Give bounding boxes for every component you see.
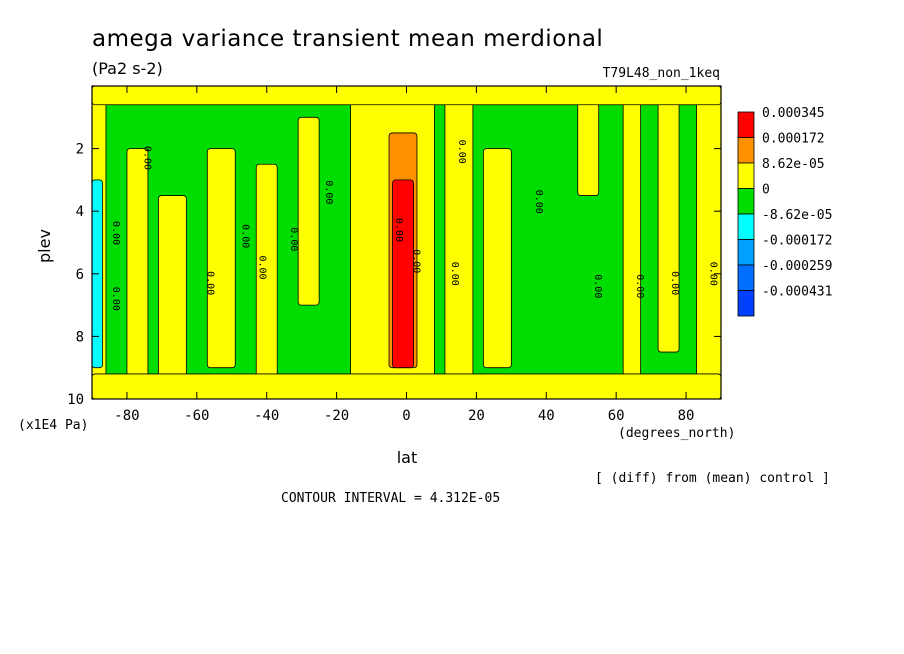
positive-band-4 xyxy=(206,148,236,369)
y-units-label: (x1E4 Pa) xyxy=(18,418,88,433)
contour-value-label: 0.00 xyxy=(533,190,544,214)
plot-area xyxy=(91,85,722,400)
colorbar-swatch xyxy=(737,137,755,164)
contour-value-label: 0.00 xyxy=(204,271,215,295)
contour-value-label: 0.00 xyxy=(456,140,467,164)
contour-labels: 0.00 0.00 0.00 0.00 0.00 0.00 0.00 0.00 0.00 0.00… xyxy=(110,140,719,311)
colorbar-swatch xyxy=(737,213,755,240)
contour-value-label: 0.00 xyxy=(449,262,460,286)
colorbar-swatch xyxy=(737,188,755,215)
colorbar-swatch xyxy=(737,111,755,138)
x-units-label: (degrees_north) xyxy=(618,426,735,441)
y-axis: 2 4 6 8 10 xyxy=(67,142,721,408)
positive-band-8 xyxy=(444,91,474,384)
contour-value-label: 0.00 xyxy=(634,274,645,298)
contour-value-label: 0.00 xyxy=(257,255,268,279)
colorbar-label: 0.000345 xyxy=(762,106,825,121)
contour-value-label: 0.00 xyxy=(288,227,299,251)
contour-interval: CONTOUR INTERVAL = 4.312E-05 xyxy=(281,491,500,506)
y-tick-label: 8 xyxy=(76,329,84,345)
x-tick-label: -60 xyxy=(184,408,209,424)
x-tick-label: 80 xyxy=(678,408,695,424)
colorbar-swatch xyxy=(737,162,755,189)
colorbar-label: -0.000259 xyxy=(762,259,832,274)
positive-band-2 xyxy=(126,148,149,400)
colorbar-label: 0.000172 xyxy=(762,132,825,147)
colorbar-legend: 0.000345 0.000172 8.62e-05 0 -8.62e-05 -0.000… xyxy=(737,106,832,317)
y-tick-label: 2 xyxy=(76,142,84,158)
positive-band-11 xyxy=(622,91,642,384)
y-tick-label: 6 xyxy=(76,267,84,283)
contour-value-label: 0.00 xyxy=(110,287,121,311)
positive-band-3 xyxy=(157,195,187,400)
colorbar-swatch xyxy=(737,264,755,291)
colorbar-swatch xyxy=(737,290,755,317)
contour-value-label: 0.00 xyxy=(592,274,603,298)
colorbar-label: -8.62e-05 xyxy=(762,208,832,223)
contour-value-label: 0.00 xyxy=(393,218,404,242)
contour-value-label: 0.00 xyxy=(669,271,680,295)
x-tick-label: -40 xyxy=(254,408,279,424)
positive-band-9 xyxy=(482,148,512,369)
contour-value-label: 0.00 xyxy=(323,180,334,204)
colorbar-label: 0 xyxy=(762,183,770,198)
positive-band-13 xyxy=(696,91,722,400)
x-tick-label: 20 xyxy=(468,408,485,424)
x-axis-label: lat xyxy=(397,448,418,467)
x-tick-label: -20 xyxy=(324,408,349,424)
colorbar-swatch xyxy=(737,239,755,266)
y-tick-label: 10 xyxy=(67,392,84,408)
contour-value-label: 0.00 xyxy=(141,146,152,170)
contour-value-label: 0.00 xyxy=(708,262,719,286)
y-axis-label: plev xyxy=(35,229,54,263)
colorbar-label: -0.000172 xyxy=(762,234,832,249)
x-tick-label: 60 xyxy=(608,408,625,424)
positive-band-10 xyxy=(577,91,600,196)
x-tick-label: 40 xyxy=(538,408,555,424)
diff-note: [ (diff) from (mean) control ] xyxy=(595,471,830,486)
units-label: (Pa2 s-2) xyxy=(92,59,163,78)
positive-band-12 xyxy=(657,91,680,353)
chart-title: amega variance transient mean merdional xyxy=(92,26,603,52)
contour-value-label: 0.00 xyxy=(410,249,421,273)
contour-value-label: 0.00 xyxy=(239,224,250,248)
x-axis: -80 -60 -40 -20 0 20 40 60 80 xyxy=(114,86,694,424)
positive-band-6 xyxy=(297,116,320,306)
contour-value-label: 0.00 xyxy=(110,221,121,245)
max-value-region xyxy=(392,179,414,369)
x-tick-label: 0 xyxy=(402,408,410,424)
colorbar-label: 8.62e-05 xyxy=(762,157,825,172)
x-tick-label: -80 xyxy=(114,408,139,424)
run-label: T79L48_non_1keq xyxy=(603,66,720,81)
colorbar-label: -0.000431 xyxy=(762,285,832,300)
y-tick-label: 4 xyxy=(76,204,84,220)
